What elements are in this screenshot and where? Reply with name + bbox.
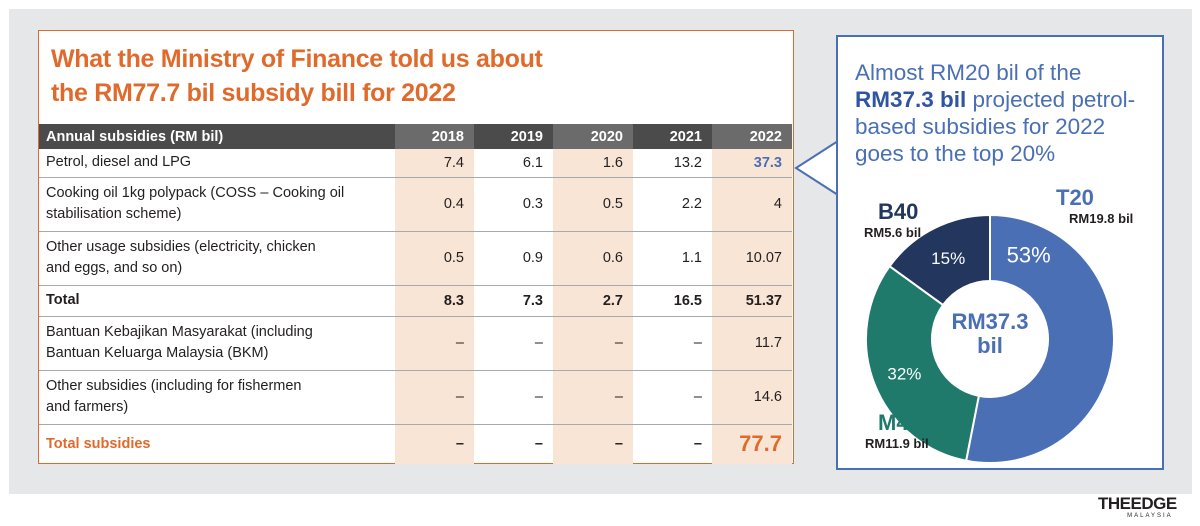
cell: –: [395, 316, 474, 371]
row-label: Other usage subsidies (electricity, chic…: [39, 231, 395, 286]
cell: 0.4: [395, 177, 474, 232]
legend-t20-amount: RM19.8 bil: [1069, 211, 1133, 226]
donut-percent-m40: 32%: [887, 365, 921, 384]
table-row: Bantuan Kebajikan Masyarakat (including B…: [39, 316, 792, 371]
cell: –: [395, 370, 474, 425]
cell: 10.07: [712, 231, 792, 286]
legend-b40-name: B40: [878, 199, 918, 224]
cell: –: [534, 436, 543, 453]
cell: –: [395, 424, 474, 464]
cell: 11.7: [712, 316, 792, 371]
cell: 0.3: [474, 177, 553, 232]
donut-slice-b40: [888, 213, 991, 307]
legend-b40-amount: RM5.6 bil: [864, 225, 921, 240]
cell: 51.37: [712, 285, 792, 317]
title-line-2: the RM77.7 bil subsidy bill for 2022: [51, 79, 456, 107]
cell: 7.3: [474, 285, 553, 317]
cell: –: [693, 436, 702, 453]
cell-highlight: 37.3: [712, 149, 792, 178]
logo-text: THEEDGE: [1098, 494, 1177, 513]
logo-subtext: MALAYSIA: [1127, 513, 1173, 519]
cell: 7.4: [395, 149, 474, 178]
the-edge-logo: THEEDGE MALAYSIA: [1098, 495, 1177, 520]
cell: 0.6: [553, 231, 633, 286]
table-row: Cooking oil 1kg polypack (COSS – Cooking…: [39, 177, 792, 232]
table-row: Petrol, diesel and LPG 7.4 6.1 1.6 13.2 …: [39, 149, 792, 178]
cell: 0.5: [553, 177, 633, 232]
legend-m40-amount: RM11.9 bil: [865, 436, 929, 451]
cell: –: [633, 316, 712, 371]
callout-text: Almost RM20 bil of the RM37.3 bil project…: [855, 60, 1136, 166]
cell: 14.6: [712, 370, 792, 425]
table-row-total: Total 8.3 7.3 2.7 16.5 51.37: [39, 285, 792, 317]
row-label: Cooking oil 1kg polypack (COSS – Cooking…: [39, 177, 395, 232]
cell: 1.6: [553, 149, 633, 178]
header-2021: 2021: [633, 124, 712, 149]
cell: 6.1: [474, 149, 553, 178]
table-row: Other subsidies (including for fishermen…: [39, 370, 792, 425]
cell: 0.5: [395, 231, 474, 286]
legend-m40-name: M40: [878, 410, 921, 435]
cell: –: [553, 424, 633, 464]
cell: 0.9: [474, 231, 553, 286]
cell: 13.2: [633, 149, 712, 178]
header-2022: 2022: [712, 124, 792, 149]
callout-bold: RM37.3 bil: [855, 87, 967, 112]
subsidy-table-panel: What the Ministry of Finance told us abo…: [38, 30, 794, 464]
cell-grand-total: 77.7: [712, 424, 792, 464]
header-2018: 2018: [395, 124, 474, 149]
donut-percent-b40: 15%: [931, 249, 965, 268]
donut-chart: 53%32%15% RM37.3 bil T20 RM19.8 bil B40 …: [864, 185, 1133, 464]
donut-percent-t20: 53%: [1007, 243, 1051, 268]
legend-t20-name: T20: [1056, 185, 1094, 210]
subsidy-table: Annual subsidies (RM bil) 2018 2019 2020…: [39, 124, 792, 464]
table-header-row: Annual subsidies (RM bil) 2018 2019 2020…: [39, 124, 792, 149]
row-label: Total: [39, 285, 395, 317]
cell: 2.7: [553, 285, 633, 317]
donut-slice-m40: [865, 264, 981, 462]
panel-title: What the Ministry of Finance told us abo…: [51, 42, 543, 110]
center-label-value: RM37.3: [951, 309, 1028, 334]
header-2020: 2020: [553, 124, 633, 149]
cell: –: [553, 316, 633, 371]
callout-pointer: [794, 138, 841, 198]
header-2019: 2019: [474, 124, 553, 149]
title-line-1: What the Ministry of Finance told us abo…: [51, 45, 543, 73]
cell: 4: [712, 177, 792, 232]
cell: –: [633, 370, 712, 425]
cell: 8.3: [395, 285, 474, 317]
row-label: Other subsidies (including for fishermen…: [39, 370, 395, 425]
row-label: Total subsidies: [46, 435, 151, 452]
center-label-unit: bil: [977, 333, 1003, 358]
table-row-total-subsidies: Total subsidies – – – – 77.7: [39, 424, 792, 464]
cell: –: [474, 370, 553, 425]
cell: 1.1: [633, 231, 712, 286]
cell: 16.5: [633, 285, 712, 317]
header-label: Annual subsidies (RM bil): [39, 124, 395, 149]
row-label: Petrol, diesel and LPG: [39, 149, 395, 178]
cell: 2.2: [633, 177, 712, 232]
row-label: Bantuan Kebajikan Masyarakat (including B…: [39, 316, 395, 371]
table-row: Other usage subsidies (electricity, chic…: [39, 231, 792, 286]
donut-panel: Almost RM20 bil of the RM37.3 bil project…: [836, 35, 1164, 470]
cell: –: [553, 370, 633, 425]
cell: –: [474, 316, 553, 371]
donut-slice-t20: [964, 213, 1115, 464]
